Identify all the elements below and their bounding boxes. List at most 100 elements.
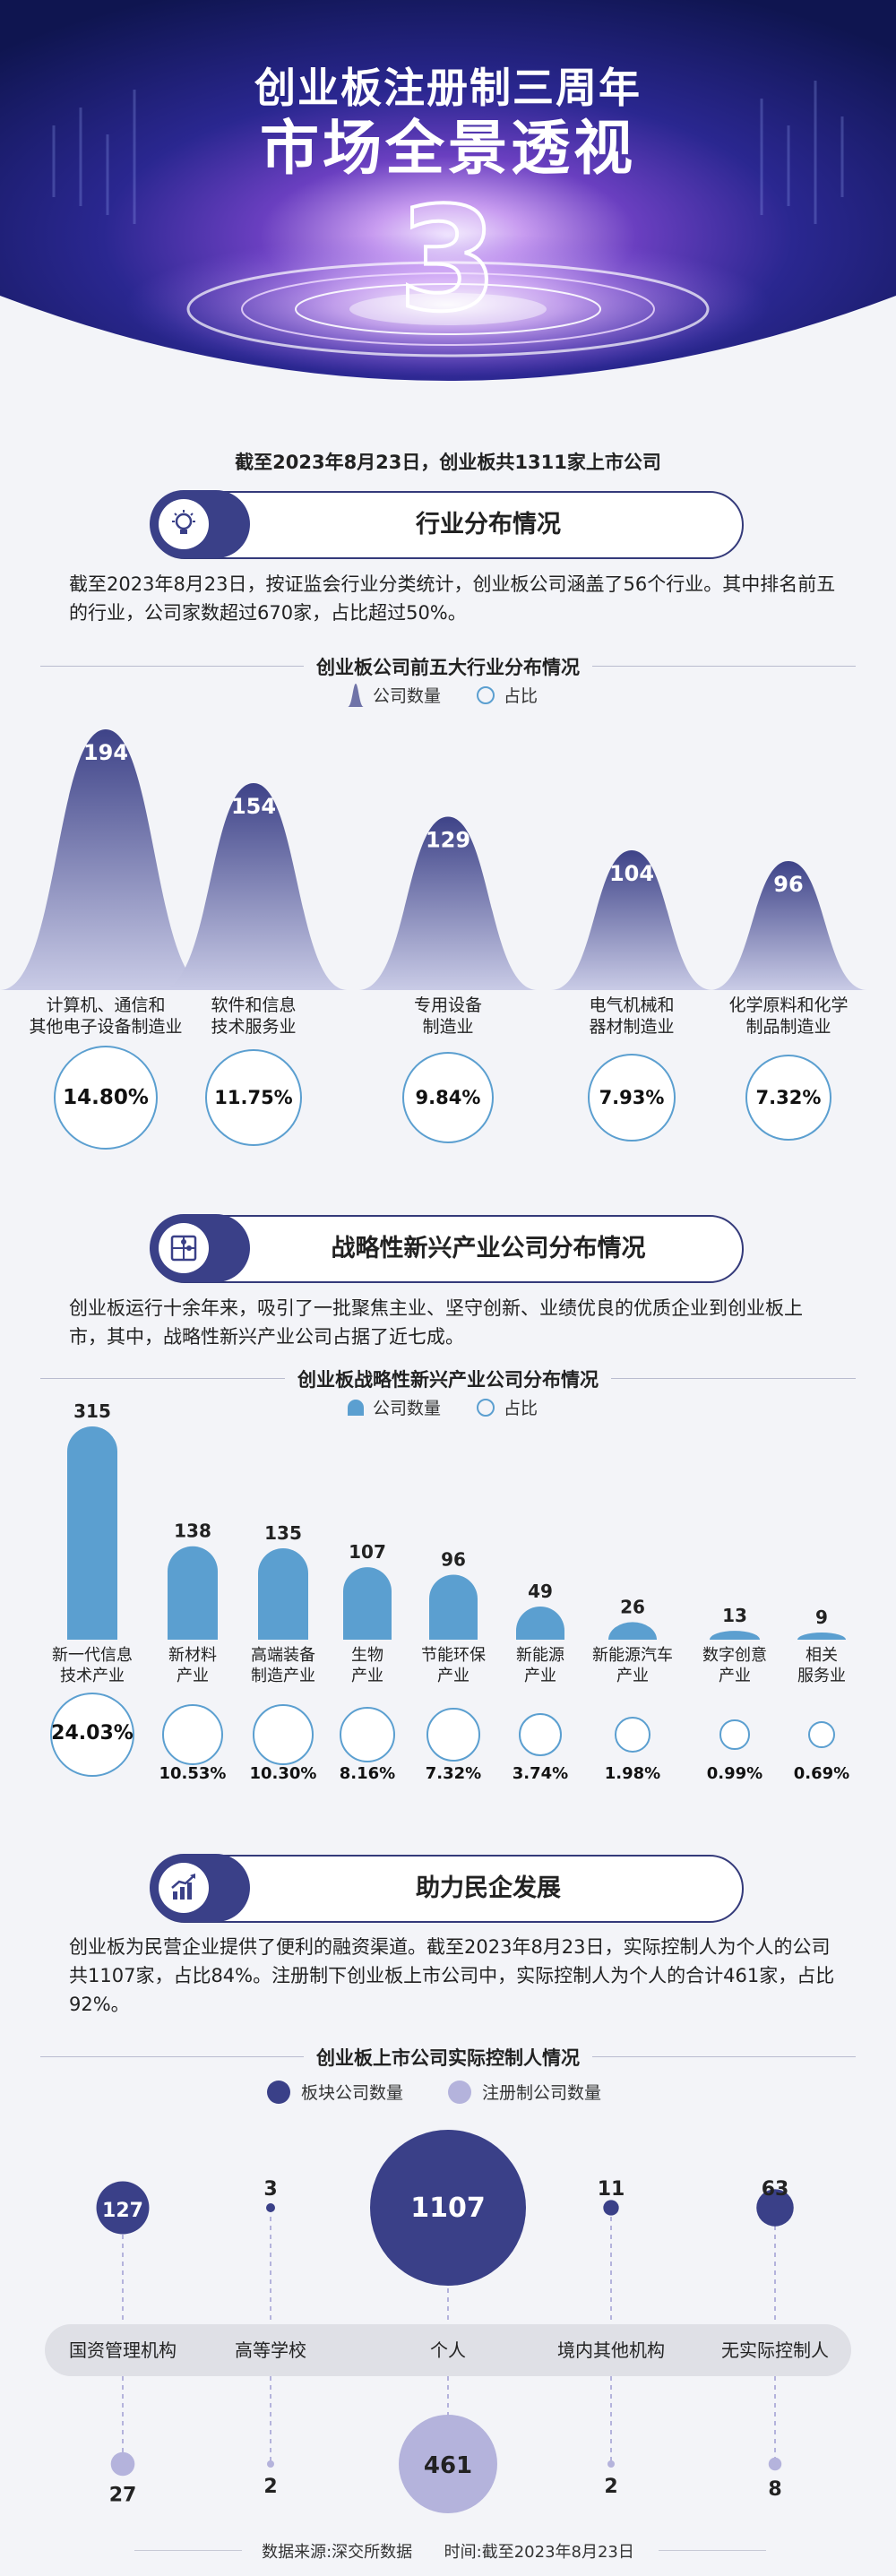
controller-category-label: 国资管理机构 xyxy=(69,2339,177,2361)
growth-chart-icon xyxy=(159,1863,209,1913)
bar-category-label: 高端装备 制造产业 xyxy=(229,1645,337,1686)
bar-category-label: 新材料 产业 xyxy=(139,1645,246,1686)
chart-1-title: 创业板公司前五大行业分布情况 xyxy=(304,657,592,678)
chart-2-emerging-bars: 315 138 135 107 96 49 26 13 9 xyxy=(67,1400,846,1640)
bar-pct-circle xyxy=(339,1706,396,1763)
bell-legend-icon xyxy=(348,683,364,707)
bar-category-label: 新能源汽车 产业 xyxy=(579,1645,686,1686)
industry-category-line: 技术服务业 xyxy=(211,1017,297,1037)
industry-bell xyxy=(358,816,538,990)
reg-count-label: 27 xyxy=(109,2484,137,2506)
bar-count-label: 107 xyxy=(349,1541,386,1563)
industry-category-label: 化学原料和化学 制品制造业 xyxy=(681,995,896,1038)
industry-bar xyxy=(258,1548,308,1640)
industry-pct-circle: 9.84% xyxy=(401,1051,495,1144)
reg-bubble xyxy=(399,2415,497,2513)
bar-pct-label: 7.32% xyxy=(425,1764,482,1783)
section-1-header: 行业分布情况 xyxy=(150,490,744,559)
bar-category-line: 新材料 xyxy=(168,1646,217,1665)
industry-category-line: 制造业 xyxy=(422,1017,474,1037)
reg-bubble xyxy=(607,2460,615,2468)
bar-count-label: 135 xyxy=(264,1522,302,1544)
bar-pct-label: 3.74% xyxy=(512,1764,569,1783)
section-3-title: 助力民企发展 xyxy=(416,1874,561,1902)
bar-pct-label: 24.03% xyxy=(51,1722,134,1745)
industry-bar xyxy=(343,1567,392,1640)
reg-bubble xyxy=(267,2460,274,2468)
bar-pct-label: 8.16% xyxy=(339,1764,396,1783)
reg-bubble xyxy=(768,2457,782,2471)
chart-1-legend-pct: 占比 xyxy=(504,686,538,706)
header-banner xyxy=(0,0,896,381)
board-bubble xyxy=(603,2200,619,2216)
bar-pct-label: 10.53% xyxy=(159,1764,227,1783)
industry-category-line: 软件和信息 xyxy=(211,995,297,1015)
chart-2-legend-pct: 占比 xyxy=(504,1399,538,1418)
footer-source: 数据来源:深交所数据 xyxy=(262,2543,413,2562)
bar-category-line: 节能环保 xyxy=(421,1646,486,1665)
bar-category-label: 节能环保 产业 xyxy=(400,1645,507,1686)
industry-category-line: 计算机、通信和 xyxy=(46,995,166,1015)
reg-legend-dot xyxy=(448,2080,472,2104)
title-line-2: 市场全景透视 xyxy=(260,113,636,183)
controller-category-label: 无实际控制人 xyxy=(721,2339,829,2361)
industry-count-label: 154 xyxy=(231,794,276,819)
section-1-paragraph: 截至2023年8月23日，按证监会行业分类统计，创业板公司涵盖了56个行业。其中… xyxy=(69,573,836,624)
industry-bar xyxy=(429,1574,478,1640)
board-count-label: 127 xyxy=(102,2200,143,2222)
chart-3-legend: 板块公司数量 注册制公司数量 xyxy=(267,2080,601,2104)
board-count-label: 1107 xyxy=(410,2193,486,2224)
bar-category-line: 新一代信息 xyxy=(52,1646,133,1665)
bar-category-line: 服务业 xyxy=(797,1667,846,1685)
bar-category-label: 相关 服务业 xyxy=(768,1645,875,1686)
industry-category-label: 专用设备 制造业 xyxy=(340,995,556,1038)
industry-bell xyxy=(551,850,712,990)
industry-bar xyxy=(168,1546,218,1640)
bar-count-label: 138 xyxy=(174,1521,211,1542)
bar-count-label: 9 xyxy=(815,1607,828,1628)
reg-count-label: 2 xyxy=(604,2476,617,2498)
industry-bar xyxy=(516,1606,564,1640)
bar-category-line: 数字创意 xyxy=(702,1646,767,1665)
industry-category-line: 电气机械和 xyxy=(589,995,675,1015)
title-line-1: 创业板注册制三周年 xyxy=(254,64,642,112)
industry-bar xyxy=(797,1633,846,1640)
bar-category-line: 新能源汽车 xyxy=(592,1646,673,1665)
bar-pct-label: 10.30% xyxy=(249,1764,317,1783)
industry-bar xyxy=(608,1622,657,1640)
board-count-label: 11 xyxy=(598,2178,625,2201)
industry-bar xyxy=(67,1426,117,1640)
industry-category-line: 器材制造业 xyxy=(589,1017,675,1037)
bar-count-label: 96 xyxy=(441,1548,466,1570)
section-2-paragraph: 创业板运行十余年来，吸引了一批聚焦主业、坚守创新、业绩优良的优质企业到创业板上市… xyxy=(69,1297,803,1348)
controller-category-label: 高等学校 xyxy=(235,2339,306,2361)
bar-category-line: 新能源 xyxy=(516,1646,564,1665)
bar-pct-circle xyxy=(161,1703,224,1766)
section-2-header: 战略性新兴产业公司分布情况 xyxy=(150,1214,744,1283)
industry-category-line: 专用设备 xyxy=(413,995,482,1015)
board-bubble xyxy=(96,2181,150,2235)
reg-count-label: 461 xyxy=(424,2452,472,2479)
chart-2-legend: 公司数量 占比 xyxy=(348,1395,538,1419)
bar-category-label: 数字创意 产业 xyxy=(681,1645,788,1686)
chart-1-industry-bells: 194 154 129 104 96 xyxy=(0,729,867,990)
headline: 截至2023年8月23日，创业板共1311家上市公司 xyxy=(235,452,661,473)
chart-1-legend: 公司数量 占比 xyxy=(348,683,538,707)
bar-pct-label: 0.69% xyxy=(793,1764,850,1783)
industry-count-label: 129 xyxy=(426,828,470,853)
bar-category-line: 产业 xyxy=(351,1667,383,1685)
bar-pct-label: 0.99% xyxy=(706,1764,763,1783)
industry-category-label: 计算机、通信和 其他电子设备制造业 xyxy=(0,995,213,1038)
reg-count-label: 8 xyxy=(768,2478,781,2501)
bar-category-line: 技术产业 xyxy=(60,1667,125,1685)
chart-3-legend-board: 板块公司数量 xyxy=(301,2083,404,2103)
section-2-title: 战略性新兴产业公司分布情况 xyxy=(331,1235,646,1262)
bar-count-label: 26 xyxy=(620,1596,645,1617)
bar-pct-circle xyxy=(50,1693,134,1777)
controller-category-label: 个人 xyxy=(430,2339,466,2361)
industry-bell xyxy=(710,861,867,990)
industry-bar xyxy=(710,1631,760,1640)
industry-count-label: 194 xyxy=(83,740,128,765)
bar-pct-circle xyxy=(807,1720,836,1749)
bar-pct-circle xyxy=(253,1704,314,1765)
